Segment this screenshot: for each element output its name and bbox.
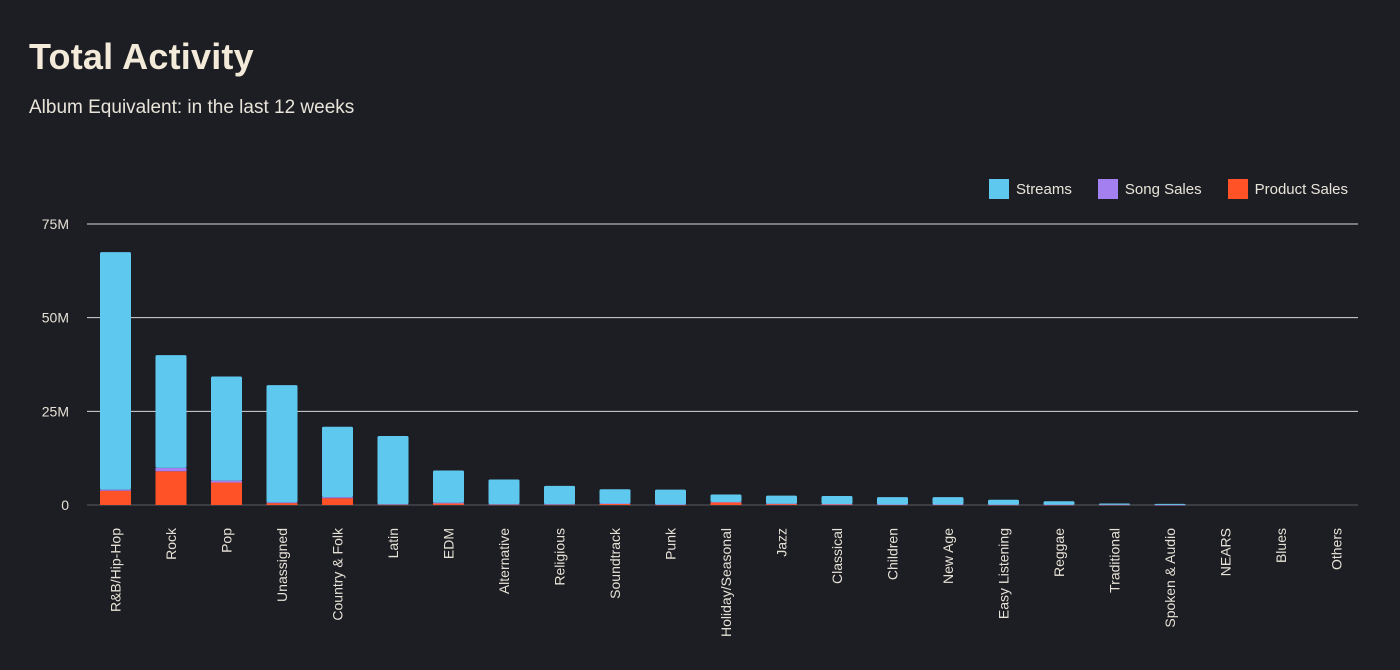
bar-product-sales-1[interactable]	[155, 471, 187, 505]
bar-streams-7[interactable]	[488, 479, 520, 505]
bar-streams-12[interactable]	[766, 495, 797, 504]
bar-product-sales-13[interactable]	[821, 504, 853, 505]
y-tick-label-2: 50M	[42, 310, 69, 326]
bar-streams-11[interactable]	[710, 494, 742, 503]
bar-streams-10[interactable]	[655, 489, 686, 505]
bar-streams-6[interactable]	[433, 470, 464, 503]
bar-product-sales-11[interactable]	[710, 502, 742, 505]
bars-layer	[100, 252, 1186, 506]
bar-song-sales-12[interactable]	[766, 503, 797, 505]
x-tick-label-13: Classical	[829, 528, 845, 584]
bar-song-sales-19[interactable]	[1154, 504, 1186, 506]
bar-product-sales-0[interactable]	[100, 490, 131, 505]
y-tick-label-0: 0	[61, 497, 69, 513]
grid-layer	[87, 223, 1358, 506]
bar-song-sales-3[interactable]	[266, 502, 298, 504]
bar-song-sales-2[interactable]	[211, 480, 242, 483]
bar-song-sales-15[interactable]	[932, 504, 964, 505]
bar-song-sales-16[interactable]	[988, 504, 1019, 506]
x-tick-label-15: New Age	[940, 528, 956, 584]
bar-streams-2[interactable]	[211, 376, 242, 481]
bar-song-sales-6[interactable]	[433, 502, 464, 504]
bar-song-sales-1[interactable]	[155, 467, 187, 472]
legend-swatch-song-sales	[1097, 179, 1118, 199]
chart-title: Total Activity	[29, 36, 254, 77]
bar-song-sales-17[interactable]	[1043, 504, 1075, 506]
x-tick-label-9: Soundtrack	[607, 527, 623, 599]
bar-product-sales-12[interactable]	[766, 503, 797, 505]
x-tick-label-17: Reggae	[1051, 528, 1067, 577]
bar-song-sales-13[interactable]	[821, 504, 853, 505]
bar-song-sales-4[interactable]	[322, 497, 353, 499]
bar-streams-16[interactable]	[988, 499, 1019, 505]
x-tick-label-19: Spoken & Audio	[1162, 528, 1178, 628]
x-tick-label-5: Latin	[385, 528, 401, 558]
bar-streams-14[interactable]	[877, 497, 908, 505]
bar-streams-17[interactable]	[1043, 501, 1075, 505]
x-tick-label-20: NEARS	[1218, 528, 1234, 576]
bar-streams-8[interactable]	[544, 485, 575, 505]
bar-product-sales-4[interactable]	[322, 498, 353, 505]
legend-swatch-product-sales	[1227, 179, 1248, 199]
x-tick-label-11: Holiday/Seasonal	[718, 528, 734, 637]
bar-streams-3[interactable]	[266, 385, 298, 503]
bar-streams-13[interactable]	[821, 496, 853, 505]
bar-streams-1[interactable]	[155, 355, 187, 468]
x-tick-label-16: Easy Listening	[996, 528, 1012, 619]
bar-streams-19[interactable]	[1154, 503, 1186, 505]
x-tick-label-3: Unassigned	[274, 528, 290, 602]
legend-label-streams: Streams	[1016, 180, 1072, 198]
bar-product-sales-10[interactable]	[655, 504, 686, 506]
bar-streams-18[interactable]	[1099, 503, 1130, 505]
legend-item-song-sales[interactable]: Song Sales	[1097, 179, 1202, 199]
bar-song-sales-8[interactable]	[544, 504, 575, 505]
x-tick-label-0: R&B/Hip-Hop	[108, 528, 124, 612]
bar-product-sales-2[interactable]	[211, 482, 242, 505]
labels-layer: 0 25M 50M 75M R&B/Hip-Hop Rock Pop Unassigned Co…	[42, 216, 1345, 637]
bar-product-sales-6[interactable]	[433, 503, 464, 505]
bar-product-sales-9[interactable]	[599, 503, 631, 505]
legend-item-streams[interactable]: Streams	[989, 179, 1072, 199]
bar-song-sales-7[interactable]	[488, 504, 520, 505]
x-tick-label-1: Rock	[163, 527, 179, 560]
x-tick-label-18: Traditional	[1107, 528, 1123, 593]
bar-song-sales-0[interactable]	[100, 489, 131, 491]
bar-product-sales-3[interactable]	[266, 503, 298, 505]
x-tick-label-2: Pop	[219, 528, 235, 553]
x-tick-label-10: Punk	[663, 527, 679, 560]
legend-label-product-sales: Product Sales	[1254, 180, 1348, 198]
bar-song-sales-9[interactable]	[599, 503, 631, 505]
bar-song-sales-5[interactable]	[377, 504, 409, 505]
y-tick-label-3: 75M	[42, 216, 69, 232]
bar-product-sales-8[interactable]	[544, 504, 575, 506]
bar-streams-0[interactable]	[100, 252, 131, 490]
bar-song-sales-18[interactable]	[1099, 504, 1130, 506]
chart-subtitle: Album Equivalent: in the last 12 weeks	[29, 97, 355, 118]
legend-swatch-streams	[989, 179, 1010, 199]
bar-streams-9[interactable]	[599, 489, 631, 504]
legend-label-song-sales: Song Sales	[1124, 180, 1202, 198]
bar-song-sales-14[interactable]	[877, 504, 908, 505]
bar-streams-5[interactable]	[377, 436, 409, 505]
bar-streams-4[interactable]	[322, 426, 353, 498]
x-tick-label-22: Others	[1329, 528, 1345, 570]
x-tick-label-7: Alternative	[496, 528, 512, 594]
bar-product-sales-7[interactable]	[488, 504, 520, 506]
y-tick-label-1: 25M	[42, 403, 69, 419]
x-tick-label-8: Religious	[552, 528, 568, 586]
bar-song-sales-11[interactable]	[710, 502, 742, 503]
bar-streams-15[interactable]	[932, 497, 964, 505]
x-tick-label-6: EDM	[441, 528, 457, 559]
x-tick-label-4: Country & Folk	[330, 527, 346, 621]
x-tick-label-14: Children	[885, 528, 901, 580]
bar-song-sales-10[interactable]	[655, 504, 686, 505]
x-tick-label-12: Jazz	[774, 528, 790, 557]
x-tick-label-21: Blues	[1273, 528, 1289, 563]
legend-item-product-sales[interactable]: Product Sales	[1227, 179, 1348, 199]
bar-product-sales-5[interactable]	[377, 504, 409, 506]
chart-legend: Streams Song Sales Product Sales	[989, 179, 1348, 199]
